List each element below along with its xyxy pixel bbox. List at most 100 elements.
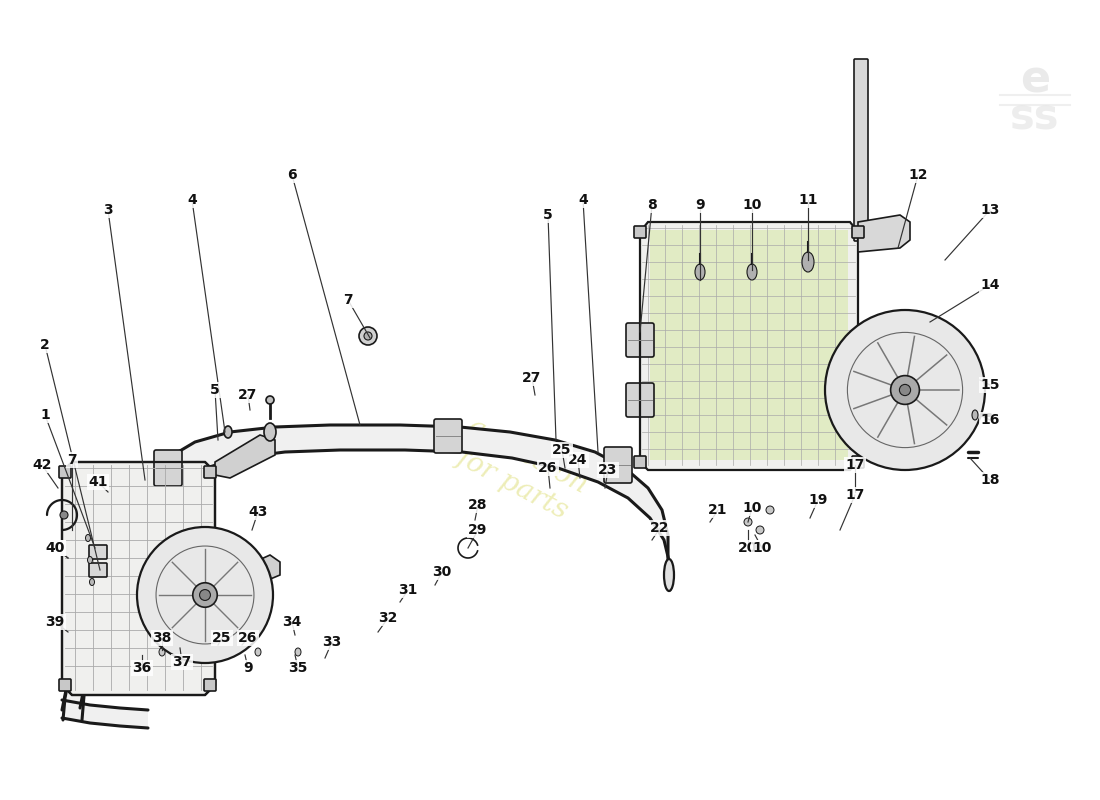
- Circle shape: [192, 582, 217, 607]
- Text: 24: 24: [569, 453, 587, 467]
- Circle shape: [60, 511, 68, 519]
- Polygon shape: [650, 230, 848, 460]
- Text: 12: 12: [909, 168, 927, 182]
- Text: 19: 19: [808, 493, 827, 507]
- Ellipse shape: [219, 641, 225, 649]
- Ellipse shape: [160, 648, 165, 656]
- Text: 40: 40: [45, 541, 65, 555]
- Text: 7: 7: [67, 453, 77, 467]
- Text: 18: 18: [980, 473, 1000, 487]
- Polygon shape: [640, 222, 858, 470]
- Polygon shape: [62, 462, 214, 695]
- Text: 17: 17: [845, 488, 865, 502]
- Ellipse shape: [89, 578, 95, 586]
- Text: 42: 42: [32, 458, 52, 472]
- Ellipse shape: [664, 559, 674, 591]
- Text: 22: 22: [650, 521, 670, 535]
- FancyBboxPatch shape: [634, 456, 646, 468]
- Text: 29: 29: [469, 523, 487, 537]
- Ellipse shape: [86, 534, 90, 542]
- Text: 25: 25: [212, 631, 232, 645]
- FancyBboxPatch shape: [634, 226, 646, 238]
- Circle shape: [891, 375, 920, 404]
- FancyBboxPatch shape: [154, 450, 182, 486]
- Circle shape: [199, 590, 210, 601]
- Text: 10: 10: [742, 198, 761, 212]
- FancyBboxPatch shape: [852, 226, 864, 238]
- Text: 14: 14: [980, 278, 1000, 292]
- Text: 15: 15: [980, 378, 1000, 392]
- Text: ss: ss: [1010, 97, 1059, 139]
- Text: a passion
for parts: a passion for parts: [448, 414, 592, 526]
- Ellipse shape: [224, 426, 232, 438]
- Ellipse shape: [802, 252, 814, 272]
- FancyBboxPatch shape: [59, 679, 72, 691]
- Ellipse shape: [695, 264, 705, 280]
- Ellipse shape: [744, 518, 752, 526]
- FancyBboxPatch shape: [204, 679, 216, 691]
- Ellipse shape: [364, 332, 372, 340]
- Ellipse shape: [266, 396, 274, 404]
- Text: 41: 41: [88, 475, 108, 489]
- Text: 10: 10: [752, 541, 772, 555]
- Text: 8: 8: [647, 198, 657, 212]
- Text: 4: 4: [579, 193, 587, 207]
- Text: 32: 32: [378, 611, 398, 625]
- Text: 20: 20: [738, 541, 758, 555]
- Text: 40: 40: [45, 541, 65, 555]
- Ellipse shape: [766, 506, 774, 514]
- Ellipse shape: [756, 526, 764, 534]
- FancyBboxPatch shape: [626, 383, 654, 417]
- Ellipse shape: [359, 327, 377, 345]
- Text: 10: 10: [742, 501, 761, 515]
- Text: 6: 6: [287, 168, 297, 182]
- Text: 31: 31: [398, 583, 418, 597]
- Polygon shape: [100, 425, 670, 600]
- Text: 36: 36: [132, 661, 152, 675]
- Text: 35: 35: [288, 661, 308, 675]
- Polygon shape: [214, 435, 275, 478]
- FancyBboxPatch shape: [89, 563, 107, 577]
- Text: 5: 5: [210, 383, 220, 397]
- Text: 13: 13: [980, 203, 1000, 217]
- Text: 28: 28: [469, 498, 487, 512]
- Text: 27: 27: [239, 388, 257, 402]
- Ellipse shape: [255, 648, 261, 656]
- Text: 33: 33: [322, 635, 342, 649]
- FancyBboxPatch shape: [604, 447, 632, 483]
- Text: 3: 3: [103, 203, 113, 217]
- Ellipse shape: [99, 569, 121, 601]
- Text: 25: 25: [552, 443, 572, 457]
- FancyBboxPatch shape: [89, 545, 107, 559]
- Polygon shape: [214, 555, 280, 598]
- Ellipse shape: [747, 264, 757, 280]
- Text: 9: 9: [695, 198, 705, 212]
- Polygon shape: [62, 600, 118, 710]
- Ellipse shape: [264, 423, 276, 441]
- Text: 27: 27: [522, 371, 541, 385]
- Text: 39: 39: [45, 615, 65, 629]
- Text: e: e: [1020, 58, 1050, 102]
- Text: 2: 2: [40, 338, 49, 352]
- FancyBboxPatch shape: [854, 59, 868, 241]
- Circle shape: [825, 310, 984, 470]
- Text: 30: 30: [432, 565, 452, 579]
- Text: 26: 26: [538, 461, 558, 475]
- Ellipse shape: [179, 644, 185, 652]
- Polygon shape: [858, 215, 910, 252]
- Text: 5: 5: [543, 208, 553, 222]
- Text: 37: 37: [173, 655, 191, 669]
- Ellipse shape: [295, 648, 301, 656]
- Text: 34: 34: [283, 615, 301, 629]
- FancyBboxPatch shape: [204, 466, 216, 478]
- Text: 38: 38: [152, 631, 172, 645]
- Text: 11: 11: [799, 193, 817, 207]
- Text: 9: 9: [243, 661, 253, 675]
- Polygon shape: [62, 700, 149, 728]
- Text: 43: 43: [249, 505, 267, 519]
- FancyBboxPatch shape: [852, 456, 864, 468]
- Text: 4: 4: [187, 193, 197, 207]
- Ellipse shape: [88, 557, 92, 563]
- FancyBboxPatch shape: [434, 419, 462, 453]
- Text: 16: 16: [980, 413, 1000, 427]
